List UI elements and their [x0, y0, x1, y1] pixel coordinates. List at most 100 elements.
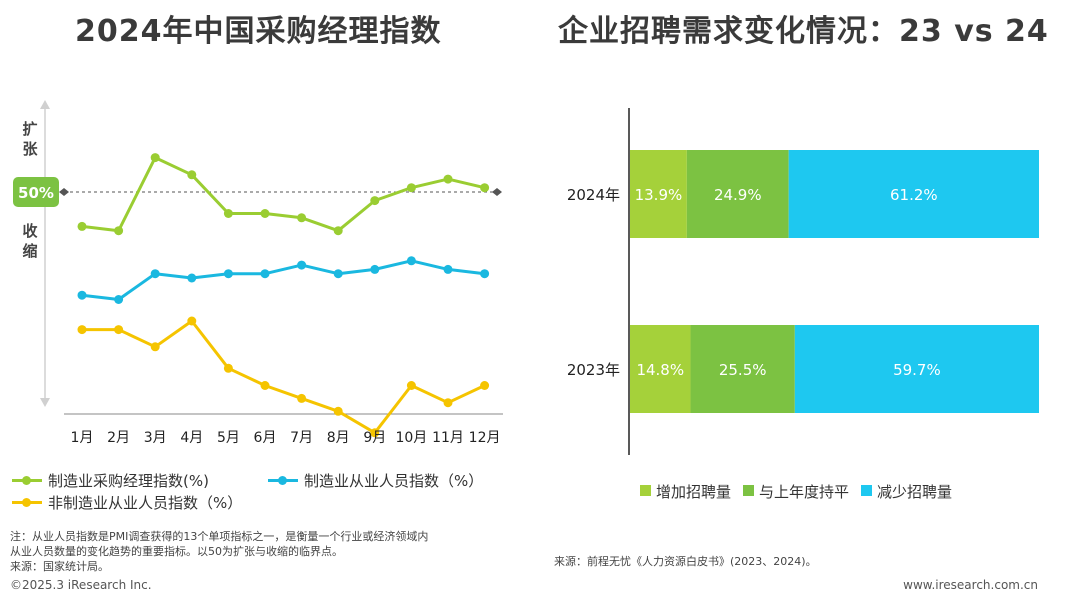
threshold-label: 50% — [18, 184, 54, 202]
data-point-pmi — [370, 196, 380, 206]
data-point-pmi — [150, 153, 160, 163]
series-line-mfg-employment — [81, 259, 485, 301]
data-point-mfg-employment — [187, 273, 197, 283]
data-point-nonmfg-employment — [260, 381, 270, 390]
series-line-nonmfg-employment — [82, 319, 486, 435]
arrow-down-icon — [40, 398, 50, 407]
bar-segment-decrease — [788, 150, 1039, 238]
bar-legend-swatch-decrease — [861, 485, 873, 496]
contract-label-char: 缩 — [22, 242, 37, 260]
x-tick-label: 4月 — [180, 430, 203, 446]
x-tick-label: 1月 — [71, 430, 94, 446]
right-chart-title: 企业招聘需求变化情况：23 vs 24 — [558, 14, 1049, 49]
data-point-nonmfg-employment — [187, 316, 197, 326]
legend-label-nonmfg-employment: 非制造业从业人员指数（%） — [48, 494, 243, 512]
data-point-mfg-employment — [77, 290, 87, 300]
data-point-nonmfg-employment — [223, 363, 233, 373]
x-tick-label: 9月 — [363, 430, 386, 446]
legend-swatch-mfg-employment — [268, 476, 298, 485]
bar-segment-flat — [686, 150, 789, 238]
data-point-pmi — [333, 226, 343, 236]
data-point-mfg-employment — [370, 264, 380, 274]
bar-value-label: 24.9% — [714, 186, 762, 204]
legend-label-mfg-employment: 制造业从业人员指数（%） — [304, 472, 484, 490]
data-point-pmi — [223, 209, 233, 218]
data-point-nonmfg-employment — [150, 342, 160, 352]
bar-legend-label-flat: 与上年度持平 — [759, 483, 850, 501]
bar-value-label: 61.2% — [890, 186, 938, 204]
data-point-mfg-employment — [223, 269, 233, 279]
data-point-mfg-employment — [406, 256, 416, 266]
contract-label-char: 收 — [22, 222, 37, 240]
left-chart-title: 2024年中国采购经理指数 — [75, 14, 442, 49]
bar-segment-flat — [690, 325, 795, 413]
data-point-mfg-employment — [260, 269, 270, 279]
legend-label-pmi: 制造业采购经理指数(%) — [48, 472, 209, 490]
bar-category-label: 2023年 — [567, 361, 620, 379]
data-point-pmi — [480, 183, 490, 193]
x-tick-label: 6月 — [254, 430, 277, 446]
bar-value-label: 59.7% — [893, 361, 941, 379]
bar-segment-increase — [630, 150, 687, 238]
bar-legend-label-increase: 增加招聘量 — [656, 483, 732, 501]
bar-value-label: 14.8% — [636, 361, 684, 379]
data-point-mfg-employment — [480, 269, 490, 279]
x-tick-label: 8月 — [327, 430, 350, 446]
data-point-pmi — [114, 226, 124, 236]
data-point-pmi — [406, 183, 416, 193]
data-point-pmi — [187, 170, 197, 180]
bar-legend-item-flat: 与上年度持平 — [743, 481, 849, 502]
legend-item-mfg-employment: 制造业从业人员指数（%） — [268, 470, 483, 491]
data-point-mfg-employment — [297, 260, 307, 270]
bar-legend-item-decrease: 减少招聘量 — [861, 481, 952, 502]
bar-legend-label-decrease: 减少招聘量 — [877, 483, 953, 501]
note-source: 来源：国家统计局。 — [10, 560, 109, 573]
right-source: 来源：前程无忧《人力资源白皮书》(2023、2024)。 — [554, 555, 817, 568]
diamond-right-icon — [492, 188, 502, 196]
bar-legend-item-increase: 增加招聘量 — [640, 481, 731, 502]
footer-copyright: ©2025.3 iResearch Inc. — [10, 578, 152, 592]
data-point-nonmfg-employment — [77, 325, 87, 335]
data-point-pmi — [443, 174, 453, 184]
data-point-nonmfg-employment — [333, 406, 343, 416]
x-tick-label: 7月 — [290, 430, 313, 446]
threshold-badge — [13, 177, 59, 207]
x-tick-label: 12月 — [469, 430, 501, 446]
data-point-nonmfg-employment — [114, 325, 124, 335]
bar-value-label: 25.5% — [719, 361, 767, 379]
legend-item-nonmfg-employment: 非制造业从业人员指数（%） — [12, 492, 242, 513]
note-line-2: 从业人员数量的变化趋势的重要指标。以50为扩张与收缩的临界点。 — [10, 545, 343, 558]
arrow-up-icon — [40, 100, 50, 109]
data-point-pmi — [297, 213, 307, 223]
legend-swatch-nonmfg-employment — [12, 498, 42, 507]
x-tick-label: 11月 — [432, 430, 464, 446]
legend-swatch-pmi — [12, 476, 42, 485]
legend-item-pmi: 制造业采购经理指数(%) — [12, 470, 209, 491]
data-point-nonmfg-employment — [297, 393, 307, 403]
x-tick-label: 10月 — [395, 430, 427, 446]
data-point-nonmfg-employment — [406, 381, 416, 390]
diamond-left-icon — [59, 188, 69, 196]
bar-value-label: 13.9% — [635, 186, 683, 204]
footer-website: www.iresearch.com.cn — [903, 578, 1038, 592]
data-point-mfg-employment — [333, 269, 343, 279]
series-line-pmi — [81, 156, 485, 233]
bar-segment-decrease — [794, 325, 1039, 413]
data-point-nonmfg-employment — [443, 398, 453, 408]
data-point-mfg-employment — [114, 295, 124, 304]
x-tick-label: 2月 — [107, 430, 130, 446]
note-line-1: 注：从业人员指数是PMI调查获得的13个单项指标之一，是衡量一个行业或经济领域内 — [10, 530, 429, 543]
data-point-pmi — [77, 221, 87, 231]
bar-segment-increase — [630, 325, 691, 413]
x-tick-label: 5月 — [217, 430, 240, 446]
bar-legend: 增加招聘量 与上年度持平 减少招聘量 — [640, 481, 952, 502]
bar-legend-swatch-flat — [743, 485, 755, 496]
data-point-pmi — [260, 209, 270, 218]
expand-label-char: 张 — [22, 140, 38, 158]
expand-label-char: 扩 — [22, 120, 37, 138]
recruitment-bar-chart: 2024年 2023年 13.9% 24.9% 61.2% 14.8% 25.5% 59.7… — [567, 108, 1039, 455]
bar-legend-swatch-increase — [640, 485, 651, 496]
x-tick-label: 3月 — [144, 430, 167, 446]
data-point-mfg-employment — [150, 269, 160, 279]
